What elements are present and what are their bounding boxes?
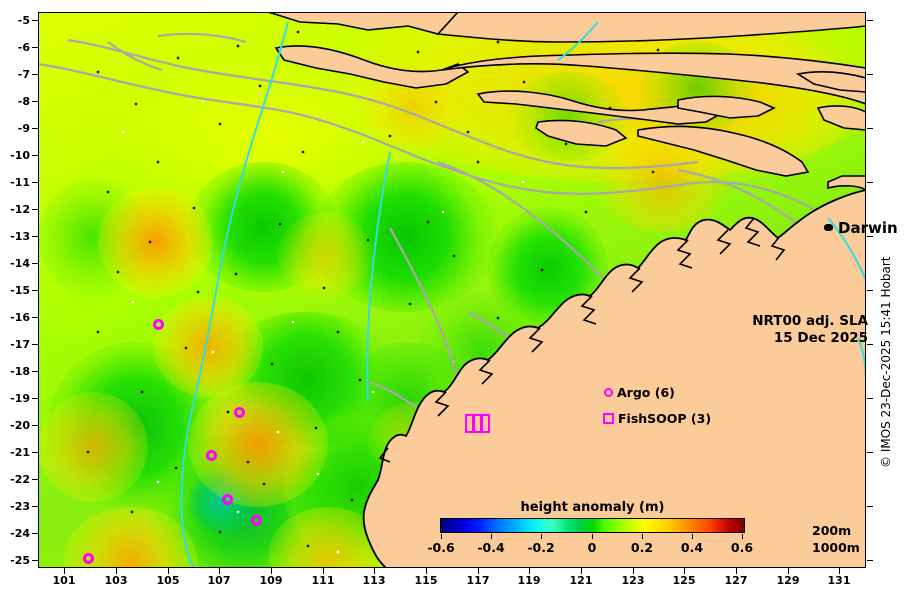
y-tick-label: -10 bbox=[10, 149, 30, 162]
credit-text: © IMOS 23-Dec-2025 15:41 Hobart bbox=[879, 256, 893, 468]
y-tick-label: -8 bbox=[17, 95, 30, 108]
x-tick-label: 129 bbox=[776, 574, 800, 587]
y-tick-label: -19 bbox=[10, 392, 30, 405]
x-tick-label: 101 bbox=[52, 574, 76, 587]
x-tick-label: 107 bbox=[207, 574, 231, 587]
y-tick-label: -15 bbox=[10, 284, 30, 297]
fishsoop-square-icon bbox=[603, 413, 614, 424]
colorbar[interactable]: height anomaly (m) -0.6 -0.4 -0.2 0 0.2 … bbox=[427, 500, 753, 555]
y-tick-label: -20 bbox=[10, 419, 30, 432]
y-tick-label: -16 bbox=[10, 311, 30, 324]
x-tick-label: 109 bbox=[259, 574, 283, 587]
colorbar-gradient[interactable] bbox=[440, 518, 745, 533]
legend-item-fishsoop[interactable]: FishSOOP (3) bbox=[603, 411, 711, 426]
y-tick-label: -12 bbox=[10, 203, 30, 216]
colorbar-tick-label: 0 bbox=[587, 540, 597, 555]
depth-contour-labels: 200m 1000m bbox=[812, 522, 860, 556]
x-tick-label: 105 bbox=[156, 574, 180, 587]
argo-float-marker[interactable] bbox=[251, 515, 262, 526]
y-tick-label: -11 bbox=[10, 176, 30, 189]
y-tick-label: -6 bbox=[17, 41, 30, 54]
y-tick-label: -13 bbox=[10, 230, 30, 243]
x-tick-label: 131 bbox=[827, 574, 851, 587]
argo-float-marker[interactable] bbox=[222, 494, 233, 505]
x-tick-label: 123 bbox=[621, 574, 645, 587]
fishsoop-marker[interactable] bbox=[481, 414, 490, 433]
x-tick-label: 111 bbox=[311, 574, 335, 587]
argo-float-marker[interactable] bbox=[83, 553, 94, 564]
depth-label-200m: 200m bbox=[812, 523, 852, 538]
x-tick-label: 125 bbox=[672, 574, 696, 587]
y-tick-label: -5 bbox=[17, 14, 30, 27]
colorbar-tick-label: -0.4 bbox=[477, 540, 505, 555]
y-tick-label: -7 bbox=[17, 68, 30, 81]
y-tick-label: -18 bbox=[10, 365, 30, 378]
x-tick-label: 117 bbox=[466, 574, 490, 587]
map-plot-area[interactable] bbox=[38, 12, 866, 568]
y-tick-label: -21 bbox=[10, 446, 30, 459]
argo-float-marker[interactable] bbox=[206, 450, 217, 461]
coastline-and-bathymetry bbox=[38, 12, 866, 568]
y-tick-label: -9 bbox=[17, 122, 30, 135]
y-tick-label: -14 bbox=[10, 257, 30, 270]
colorbar-tick-label: -0.6 bbox=[427, 540, 455, 555]
colorbar-tick-label: 0.6 bbox=[730, 540, 754, 555]
y-tick-label: -25 bbox=[10, 554, 30, 567]
legend-item-argo[interactable]: Argo (6) bbox=[604, 385, 675, 400]
x-tick-label: 115 bbox=[414, 574, 438, 587]
product-title-block: NRT00 adj. SLA 15 Dec 2025 bbox=[752, 313, 868, 347]
y-tick-label: -23 bbox=[10, 500, 30, 513]
depth-label-1000m: 1000m bbox=[812, 540, 860, 555]
darwin-label: Darwin bbox=[838, 219, 898, 237]
x-tick-label: 119 bbox=[517, 574, 541, 587]
y-tick-label: -22 bbox=[10, 473, 30, 486]
legend-label-argo: Argo (6) bbox=[617, 385, 675, 400]
argo-circle-icon bbox=[604, 388, 613, 397]
x-tick-label: 113 bbox=[362, 574, 386, 587]
x-tick-label: 127 bbox=[724, 574, 748, 587]
argo-float-marker[interactable] bbox=[234, 407, 245, 418]
y-tick-label: -17 bbox=[10, 338, 30, 351]
colorbar-title: height anomaly (m) bbox=[520, 500, 665, 515]
legend-label-fishsoop: FishSOOP (3) bbox=[618, 411, 712, 426]
y-tick-label: -24 bbox=[10, 527, 30, 540]
colorbar-tick-label: 0.4 bbox=[680, 540, 704, 555]
colorbar-tick-label: 0.2 bbox=[630, 540, 654, 555]
x-tick-label: 103 bbox=[104, 574, 128, 587]
x-tick-label: 121 bbox=[569, 574, 593, 587]
product-date: 15 Dec 2025 bbox=[773, 330, 868, 346]
argo-float-marker[interactable] bbox=[153, 319, 164, 330]
product-title: NRT00 adj. SLA bbox=[752, 313, 868, 329]
darwin-city-dot bbox=[824, 224, 833, 231]
colorbar-tick-label: -0.2 bbox=[527, 540, 555, 555]
